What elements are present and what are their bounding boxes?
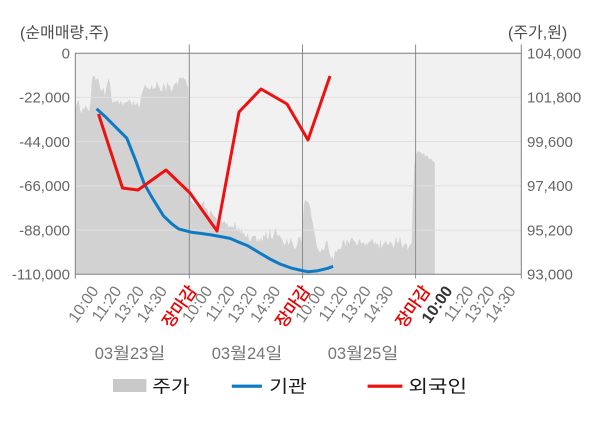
svg-text:-66,000: -66,000 (19, 178, 70, 195)
svg-text:0: 0 (62, 46, 70, 63)
svg-text:93,000: 93,000 (527, 267, 573, 284)
svg-text:24: 24 (247, 345, 265, 363)
svg-text:-22,000: -22,000 (19, 90, 70, 107)
svg-text:-88,000: -88,000 (19, 222, 70, 239)
svg-text:03: 03 (328, 345, 346, 363)
svg-text:,: , (543, 25, 547, 42)
svg-text:,: , (84, 25, 88, 42)
svg-text:99,600: 99,600 (527, 134, 573, 151)
svg-text:03: 03 (212, 345, 230, 363)
svg-text:101,800: 101,800 (527, 90, 581, 107)
svg-text:-44,000: -44,000 (19, 134, 70, 151)
svg-text:104,000: 104,000 (527, 46, 581, 63)
svg-text:): ) (562, 25, 567, 42)
svg-text:97,400: 97,400 (527, 178, 573, 195)
svg-text:(: ( (508, 25, 514, 42)
svg-text:-110,000: -110,000 (12, 267, 70, 284)
svg-text:03: 03 (95, 345, 113, 363)
svg-text:25: 25 (363, 345, 381, 363)
svg-text:95,200: 95,200 (527, 222, 573, 239)
svg-text:(: ( (20, 25, 26, 42)
svg-text:23: 23 (130, 345, 148, 363)
svg-text:): ) (103, 25, 108, 42)
